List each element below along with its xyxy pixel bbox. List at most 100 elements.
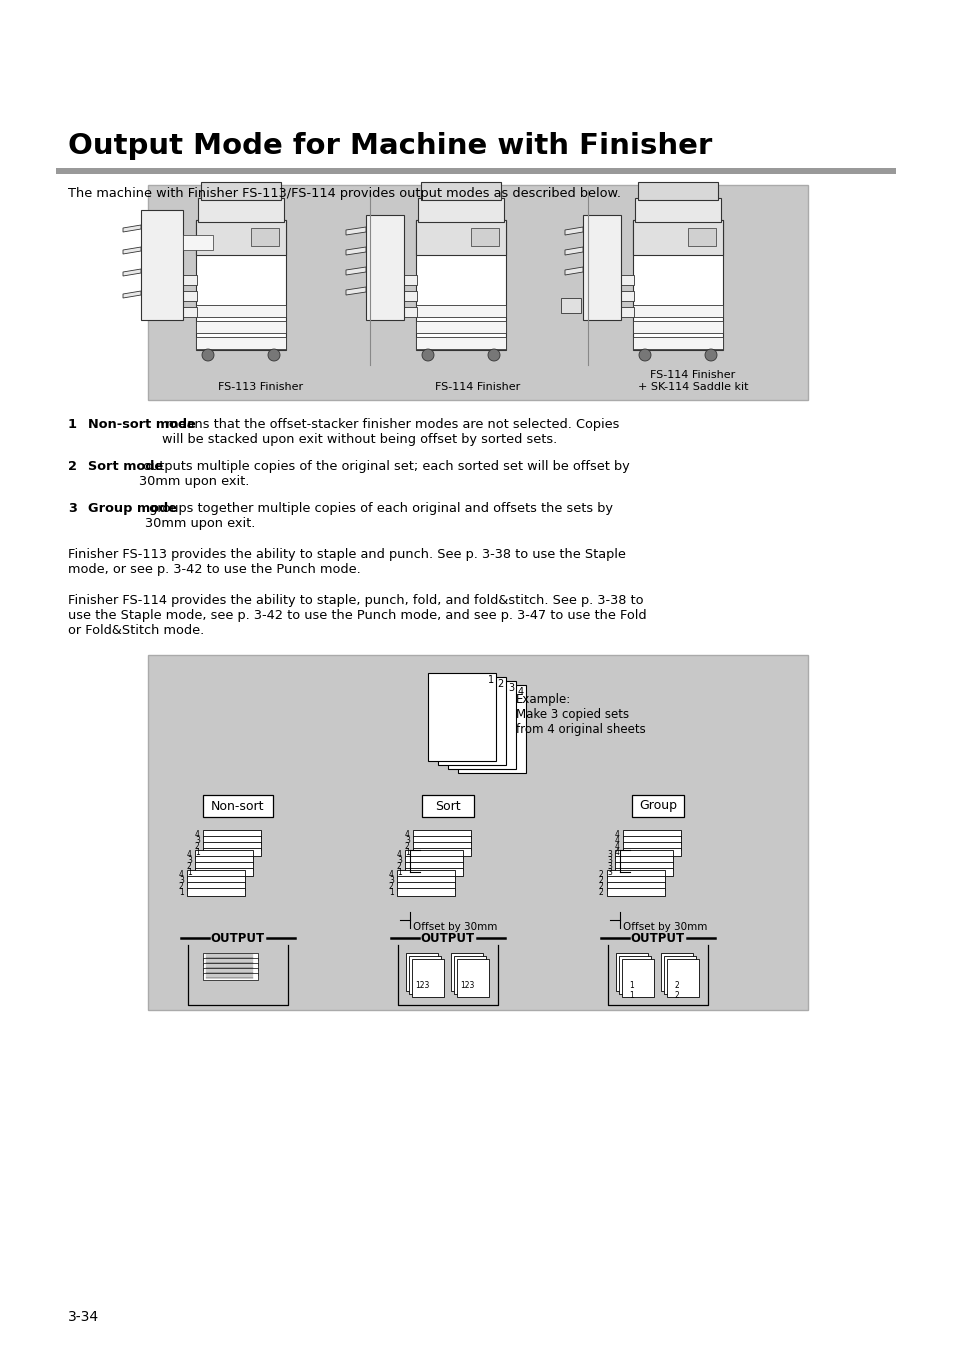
- Text: 1: 1: [194, 848, 199, 857]
- Bar: [582, 215, 620, 320]
- Text: 2: 2: [598, 870, 603, 880]
- Circle shape: [268, 349, 280, 361]
- Polygon shape: [123, 226, 141, 232]
- Polygon shape: [346, 227, 366, 235]
- Text: Output Mode for Machine with Finisher: Output Mode for Machine with Finisher: [68, 132, 712, 159]
- Bar: [622, 836, 680, 844]
- Bar: [660, 952, 692, 992]
- Bar: [203, 836, 261, 844]
- Text: Sort: Sort: [435, 800, 460, 812]
- Bar: [198, 199, 284, 222]
- Text: 3: 3: [606, 862, 611, 871]
- Bar: [203, 848, 261, 857]
- Text: 3: 3: [396, 857, 401, 865]
- Text: 2: 2: [598, 875, 603, 885]
- Text: 4: 4: [615, 830, 619, 839]
- Bar: [416, 220, 505, 350]
- Text: 1: 1: [187, 867, 192, 877]
- Polygon shape: [123, 269, 141, 276]
- Bar: [405, 857, 462, 865]
- Bar: [456, 959, 489, 997]
- Bar: [413, 848, 471, 857]
- Polygon shape: [346, 247, 366, 255]
- Bar: [633, 305, 722, 317]
- Bar: [396, 875, 455, 884]
- Text: 3-34: 3-34: [68, 1310, 99, 1324]
- Text: outputs multiple copies of the original set; each sorted set will be offset by
3: outputs multiple copies of the original …: [139, 459, 629, 488]
- Bar: [181, 276, 196, 285]
- Polygon shape: [123, 247, 141, 254]
- Text: groups together multiple copies of each original and offsets the sets by
30mm up: groups together multiple copies of each …: [145, 503, 613, 530]
- Text: OUTPUT: OUTPUT: [210, 931, 264, 944]
- Bar: [203, 952, 257, 961]
- Text: 2: 2: [68, 459, 77, 473]
- Text: Non-sort mode: Non-sort mode: [88, 417, 195, 431]
- Text: 4: 4: [615, 836, 619, 844]
- Bar: [615, 867, 672, 875]
- Polygon shape: [564, 247, 582, 255]
- Bar: [183, 235, 213, 250]
- FancyBboxPatch shape: [56, 168, 895, 174]
- Bar: [203, 963, 257, 970]
- Bar: [181, 307, 196, 317]
- Bar: [195, 305, 286, 317]
- Text: 4: 4: [517, 688, 523, 697]
- Text: Finisher FS-113 provides the ability to staple and punch. See p. 3-38 to use the: Finisher FS-113 provides the ability to …: [68, 549, 625, 576]
- Text: 4: 4: [187, 850, 192, 859]
- Text: 1
1: 1 1: [629, 981, 634, 1000]
- Bar: [195, 322, 286, 332]
- Bar: [195, 220, 286, 255]
- Text: 2: 2: [497, 680, 503, 689]
- Bar: [606, 888, 664, 896]
- Bar: [194, 862, 253, 870]
- Bar: [416, 322, 505, 332]
- Text: 1: 1: [396, 867, 401, 877]
- Text: Offset by 30mm: Offset by 30mm: [413, 921, 497, 932]
- Text: 2: 2: [187, 862, 192, 871]
- Bar: [412, 959, 443, 997]
- Text: 2: 2: [179, 882, 184, 892]
- Circle shape: [639, 349, 650, 361]
- Bar: [203, 958, 257, 965]
- Polygon shape: [123, 290, 141, 299]
- Bar: [633, 220, 722, 255]
- Bar: [400, 307, 416, 317]
- FancyBboxPatch shape: [631, 794, 683, 817]
- Bar: [195, 336, 286, 349]
- Bar: [195, 220, 286, 350]
- Text: 3: 3: [405, 836, 410, 844]
- Text: 2: 2: [396, 862, 401, 871]
- Text: Sort mode: Sort mode: [88, 459, 163, 473]
- Bar: [396, 888, 455, 896]
- Bar: [606, 882, 664, 890]
- FancyBboxPatch shape: [421, 794, 474, 817]
- Bar: [638, 182, 718, 200]
- Bar: [615, 862, 672, 870]
- Polygon shape: [346, 286, 366, 295]
- Text: 3: 3: [389, 875, 394, 885]
- Text: 4: 4: [615, 842, 619, 851]
- Text: 3: 3: [507, 684, 514, 693]
- Text: 1: 1: [68, 417, 77, 431]
- Bar: [405, 867, 462, 875]
- Text: 3: 3: [179, 875, 184, 885]
- Text: 2: 2: [194, 842, 199, 851]
- Bar: [187, 870, 245, 878]
- Bar: [622, 842, 680, 850]
- Text: 2: 2: [389, 882, 394, 892]
- Text: OUTPUT: OUTPUT: [629, 931, 683, 944]
- Text: FS-114 Finisher
+ SK-114 Saddle kit: FS-114 Finisher + SK-114 Saddle kit: [638, 370, 747, 392]
- Bar: [416, 220, 505, 255]
- Bar: [618, 307, 634, 317]
- Text: Non-sort: Non-sort: [211, 800, 265, 812]
- Text: 3: 3: [187, 857, 192, 865]
- Bar: [420, 182, 500, 200]
- Text: OUTPUT: OUTPUT: [419, 931, 474, 944]
- Bar: [687, 228, 716, 246]
- Bar: [416, 336, 505, 349]
- Bar: [366, 215, 403, 320]
- Text: 4: 4: [194, 830, 200, 839]
- Text: Example:
Make 3 copied sets
from 4 original sheets: Example: Make 3 copied sets from 4 origi…: [516, 693, 645, 736]
- Bar: [203, 969, 257, 975]
- Text: 4: 4: [405, 830, 410, 839]
